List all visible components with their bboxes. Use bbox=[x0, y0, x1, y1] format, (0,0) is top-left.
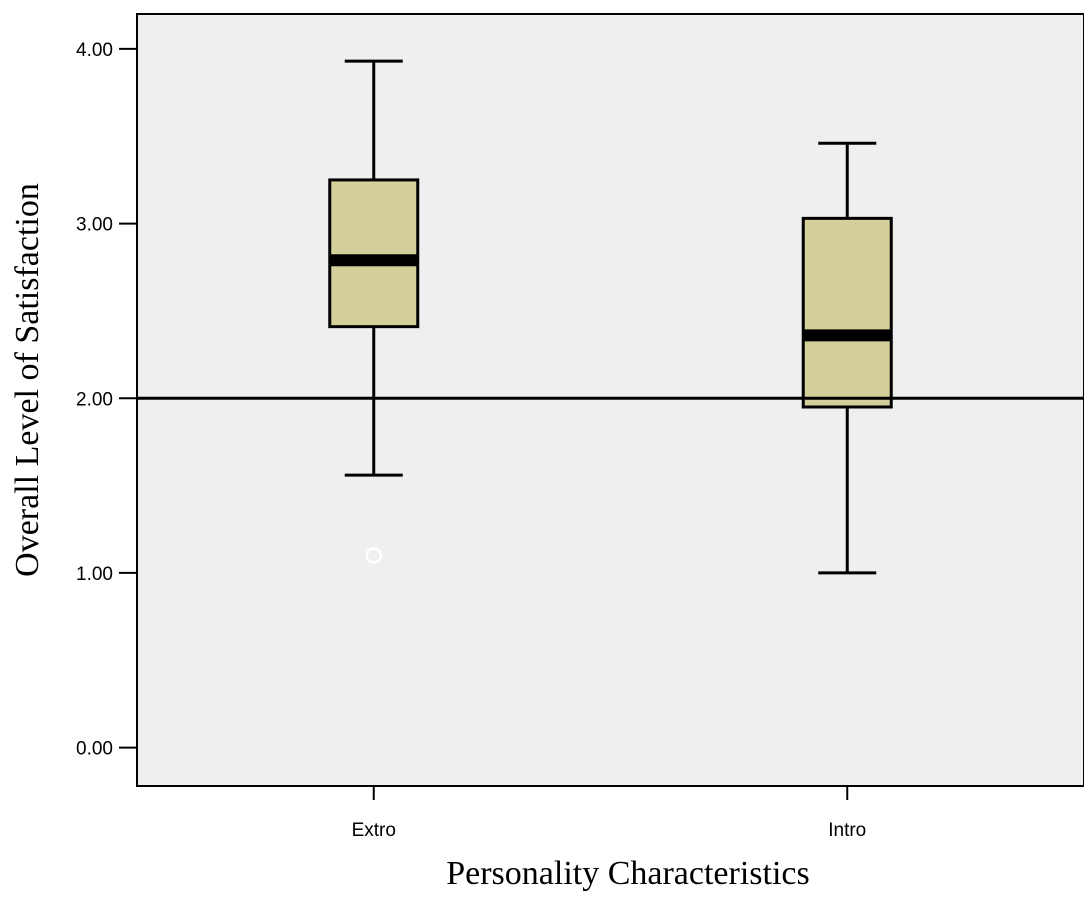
y-tick-label: 1.00 bbox=[76, 564, 113, 585]
x-axis-ticks: Extro Intro bbox=[352, 786, 866, 841]
y-tick-label: 4.00 bbox=[76, 40, 113, 61]
y-tick-label: 2.00 bbox=[76, 389, 113, 410]
y-axis-ticks: 0.00 1.00 2.00 3.00 4.00 bbox=[76, 40, 137, 760]
boxes-layer bbox=[137, 59, 1084, 575]
box-group-extro bbox=[328, 59, 420, 564]
y-axis-title: Overall Level of Satisfaction bbox=[9, 183, 46, 577]
y-tick-label: 0.00 bbox=[76, 739, 113, 760]
box-group-intro bbox=[801, 141, 893, 575]
y-tick-label: 3.00 bbox=[76, 215, 113, 236]
plot-area bbox=[136, 13, 1084, 787]
iqr-box bbox=[328, 178, 420, 329]
x-tick-label: Intro bbox=[828, 820, 866, 841]
x-axis-title: Personality Characteristics bbox=[446, 855, 810, 892]
outlier-point bbox=[365, 547, 382, 564]
iqr-box bbox=[801, 216, 893, 409]
x-tick-label: Extro bbox=[352, 820, 396, 841]
